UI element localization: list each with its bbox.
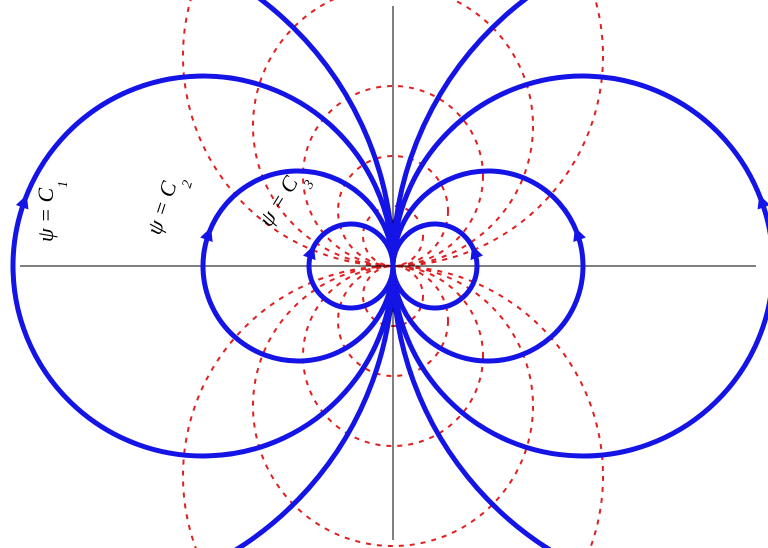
psi-label-text: ψ = C2: [141, 172, 196, 242]
doublet-flow-diagram: ψ = C1ψ = C2ψ = C3: [0, 0, 768, 548]
streamline-label: ψ = C2: [141, 172, 196, 242]
psi-label-text: ψ = C1: [33, 181, 71, 242]
streamline-circle: [0, 0, 393, 548]
streamline-label: ψ = C1: [33, 181, 71, 242]
streamlines: [0, 0, 768, 548]
